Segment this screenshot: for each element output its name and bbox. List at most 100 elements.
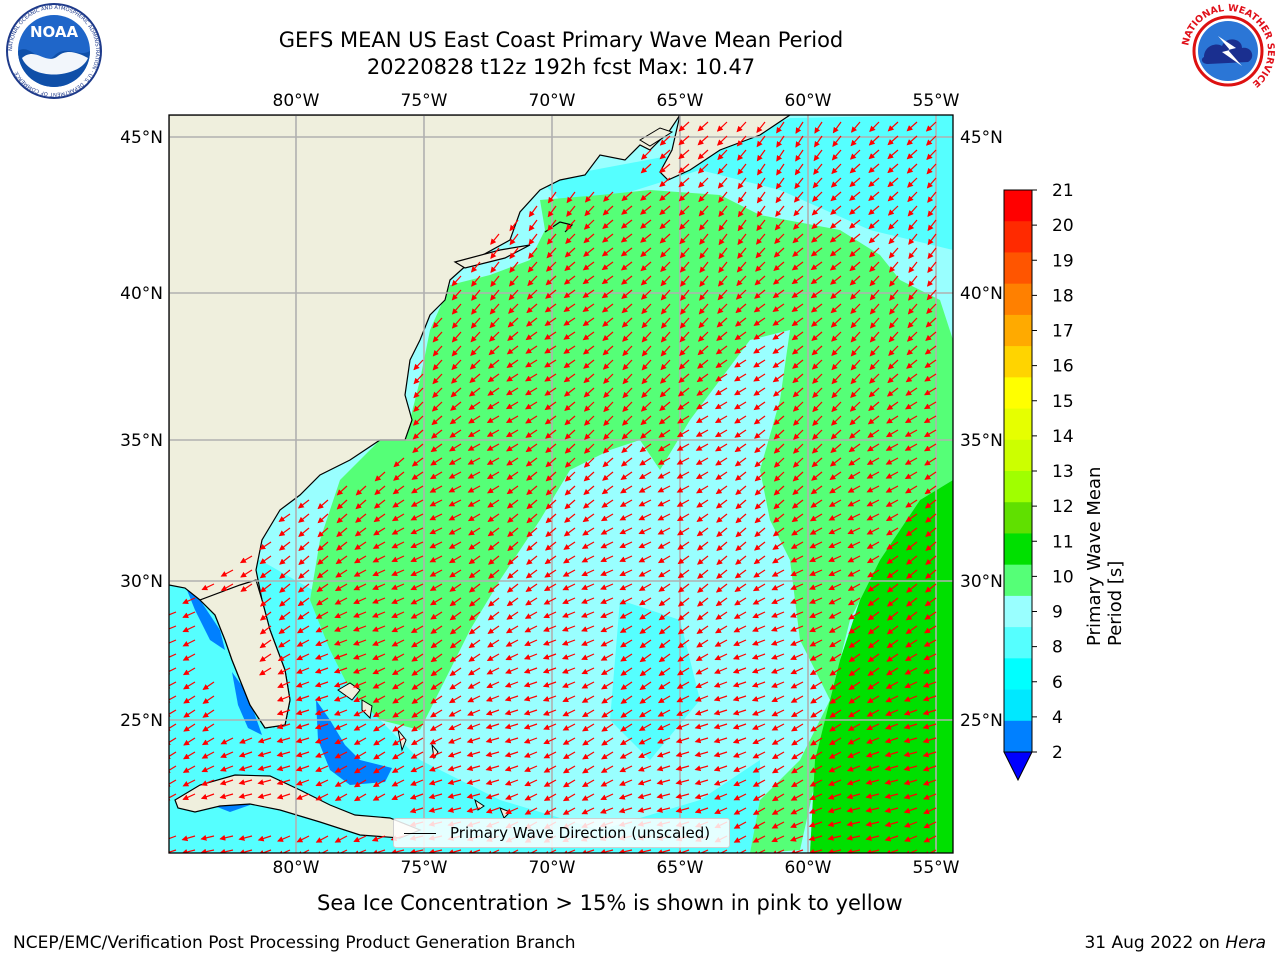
wave-arrow: [583, 359, 595, 369]
wave-arrow: [336, 499, 348, 510]
wave-arrow: [467, 457, 481, 465]
wave-arrow: [451, 303, 462, 315]
wave-arrow: [525, 415, 538, 424]
wave-arrow: [696, 527, 709, 537]
wave-arrow: [468, 401, 481, 410]
wave-arrow: [755, 233, 766, 245]
wave-arrow: [678, 121, 690, 132]
wave-arrow: [697, 135, 709, 146]
wave-arrow: [526, 485, 538, 496]
wave-arrow: [317, 499, 329, 510]
wave-arrow: [869, 275, 880, 287]
nws-logo: NATIONAL WEATHER SERVICE: [1180, 3, 1276, 97]
wave-arrow: [926, 177, 937, 189]
wave-arrow: [927, 219, 937, 232]
wave-arrow: [696, 401, 709, 410]
wave-arrow: [717, 177, 728, 189]
wave-arrow: [619, 513, 633, 521]
wave-arrow: [278, 527, 291, 537]
wave-arrow: [792, 373, 804, 384]
wave-arrow: [714, 415, 728, 424]
wave-arrow: [620, 247, 633, 257]
wave-arrow: [697, 149, 709, 160]
wave-arrow: [486, 415, 500, 424]
wave-arrow: [640, 219, 652, 229]
wave-arrow: [676, 471, 690, 479]
wave-arrow: [716, 527, 728, 537]
wave-arrow: [906, 163, 918, 174]
wave-arrow: [583, 247, 595, 257]
wave-arrow: [792, 443, 804, 454]
wave-arrow: [830, 317, 842, 328]
wave-arrow: [429, 485, 443, 493]
colorbar-segment: [1004, 720, 1032, 753]
wave-arrow: [471, 303, 481, 315]
wave-arrow: [469, 373, 481, 384]
wave-arrow: [829, 457, 842, 467]
wave-arrow: [869, 261, 880, 273]
wave-arrow: [413, 359, 424, 371]
wave-arrow: [546, 233, 557, 245]
wave-arrow: [904, 415, 918, 424]
wave-arrow: [467, 499, 481, 507]
wave-arrow: [450, 373, 462, 384]
wave-arrow: [717, 303, 728, 314]
wave-arrow: [885, 471, 899, 479]
wave-arrow: [737, 163, 747, 175]
wave-arrow: [849, 247, 861, 257]
wave-arrow: [886, 401, 899, 411]
wave-arrow: [393, 471, 405, 481]
wave-arrow: [638, 513, 652, 521]
wave-arrow: [773, 261, 785, 272]
wave-arrow: [545, 513, 557, 524]
wave-arrow: [831, 387, 842, 399]
wave-arrow: [413, 373, 424, 385]
colorbar-segment: [1004, 471, 1032, 503]
wave-arrow: [583, 373, 595, 384]
wave-arrow: [885, 429, 899, 438]
wave-arrow: [887, 373, 899, 384]
colorbar-tick-label: 12: [1052, 497, 1074, 517]
footer-date: 31 Aug 2022 on Hera: [1084, 933, 1266, 953]
wave-arrow: [565, 233, 576, 245]
wave-arrow: [429, 471, 443, 480]
wave-arrow: [640, 275, 652, 286]
wave-arrow: [471, 275, 481, 287]
wave-arrow: [849, 415, 861, 426]
wave-arrow: [925, 513, 937, 523]
colorbar-tick-label: 9: [1052, 603, 1063, 623]
wave-arrow: [718, 191, 728, 203]
wave-arrow: [449, 443, 462, 452]
wave-arrow: [849, 191, 861, 201]
wave-arrow: [714, 429, 728, 438]
wave-arrow: [849, 177, 861, 188]
wave-arrow: [374, 471, 386, 482]
wave-arrow: [828, 513, 842, 521]
wave-arrow: [659, 219, 671, 230]
wave-arrow: [373, 527, 386, 536]
wave-arrow: [582, 289, 595, 298]
wave-arrow: [658, 429, 671, 438]
sea-ice-caption: Sea Ice Concentration > 15% is shown in …: [317, 891, 903, 915]
wave-arrow: [734, 457, 747, 467]
wave-arrow: [467, 471, 481, 479]
wave-arrow: [867, 443, 880, 452]
wave-arrow: [696, 387, 709, 396]
wave-arrow: [659, 247, 671, 258]
wave-arrow: [602, 359, 614, 370]
wave-arrow: [525, 331, 538, 341]
wave-arrow: [467, 429, 481, 438]
wave-arrow: [831, 373, 842, 385]
wave-arrow: [885, 513, 899, 522]
wave-arrow: [811, 471, 823, 481]
wave-arrow: [583, 387, 595, 398]
wave-arrow: [564, 513, 576, 523]
wave-arrow: [773, 513, 785, 523]
wave-direction-arrows: [169, 121, 937, 853]
wave-arrow: [508, 303, 519, 314]
wave-arrow: [757, 163, 766, 176]
legend-label: Primary Wave Direction (unscaled): [450, 824, 711, 842]
wave-arrow: [887, 163, 899, 174]
wave-arrow: [566, 205, 576, 217]
wave-arrow: [547, 219, 557, 232]
